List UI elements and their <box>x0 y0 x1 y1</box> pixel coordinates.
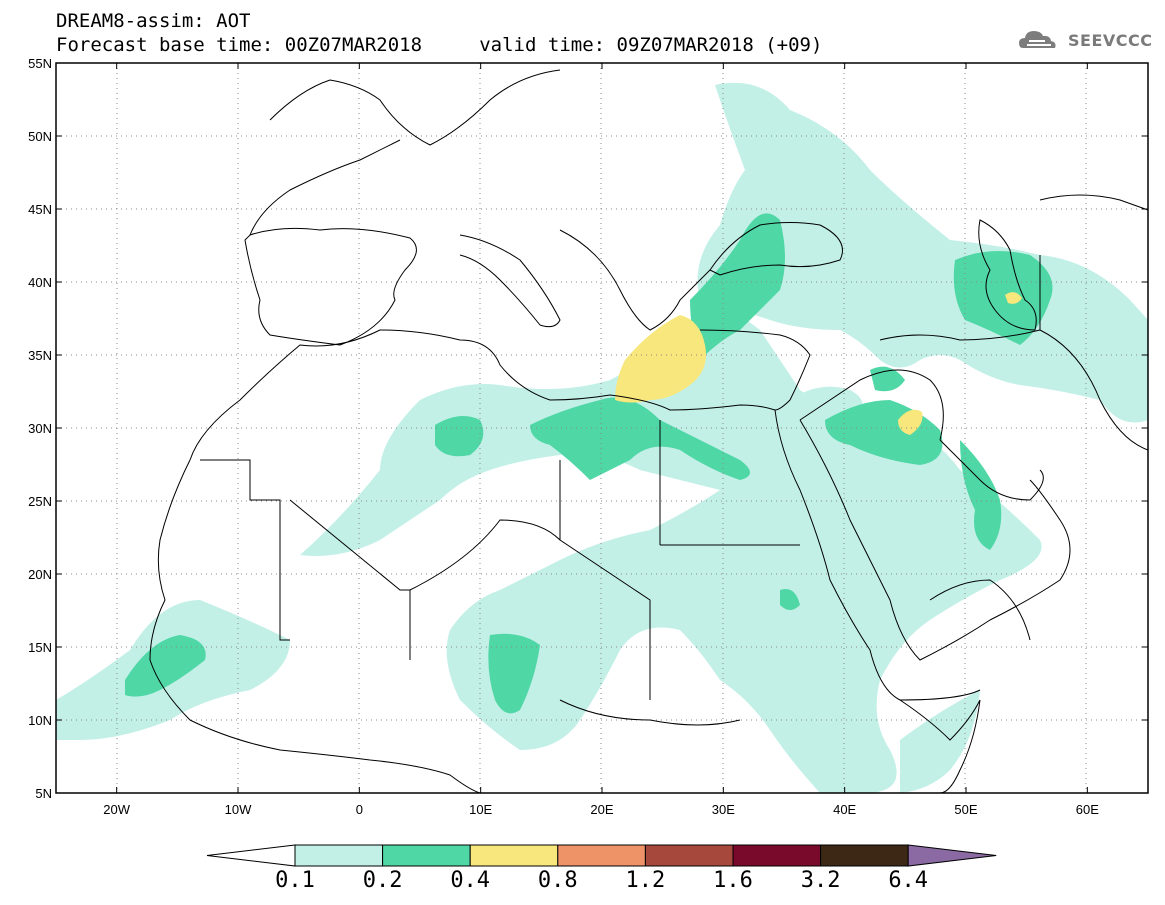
colorbar-level-label: 0.1 <box>275 868 315 893</box>
colorbar-swatch <box>557 844 646 867</box>
colorbar-swatch <box>469 844 559 867</box>
lon-label: 20E <box>590 802 613 817</box>
lat-label: 30N <box>28 421 52 436</box>
aot-level-0.2 <box>125 213 1053 714</box>
chart-title: DREAM8-assim: AOT <box>56 10 251 32</box>
aot-shading <box>56 63 1148 793</box>
lon-label: 10W <box>225 802 252 817</box>
aot-level-0.4 <box>615 292 1022 435</box>
lon-ticks: 20W 10W 0 10E 20E 30E 40E 50E 60E <box>103 63 1099 817</box>
colorbar-high-arrow <box>907 844 997 867</box>
forecast-times: Forecast base time: 00Z07MAR2018 valid t… <box>56 34 823 56</box>
colorbar <box>206 844 997 867</box>
logo-text: SEEVCCC <box>1068 31 1153 50</box>
colorbar-low-arrow <box>206 844 296 867</box>
colorbar-level-label: 0.4 <box>450 868 491 893</box>
lat-ticks: 55N 50N 45N 40N 35N 30N 25N 20N 15N 10N 5N <box>28 56 1148 801</box>
lat-label: 10N <box>28 713 52 728</box>
colorbar-level-label: 1.6 <box>713 868 753 893</box>
colorbar-level-label: 6.4 <box>888 868 929 893</box>
lat-label: 20N <box>28 567 52 582</box>
lat-label: 35N <box>28 348 52 363</box>
lon-label: 30E <box>712 802 735 817</box>
lon-label: 10E <box>469 802 492 817</box>
cloud-icon <box>1019 31 1056 48</box>
colorbar-swatch <box>820 844 909 867</box>
colorbar-level-label: 3.2 <box>800 868 841 893</box>
lat-label: 50N <box>28 129 52 144</box>
colorbar-swatch <box>732 844 822 867</box>
graticule <box>56 63 1148 793</box>
colorbar-swatch <box>644 844 734 867</box>
coastlines <box>149 69 1148 793</box>
lon-label: 50E <box>954 802 977 817</box>
lat-label: 5N <box>35 786 52 801</box>
colorbar-swatch <box>382 844 471 867</box>
lon-label: 0 <box>356 802 363 817</box>
lat-label: 45N <box>28 202 52 217</box>
lat-label: 55N <box>28 56 52 71</box>
lat-label: 25N <box>28 494 52 509</box>
colorbar-level-label: 0.8 <box>537 868 578 893</box>
lon-label: 40E <box>833 802 856 817</box>
colorbar-swatch <box>294 844 384 867</box>
colorbar-level-label: 1.2 <box>625 868 666 893</box>
lon-label: 60E <box>1076 802 1099 817</box>
lat-label: 40N <box>28 275 52 290</box>
lon-label: 20W <box>103 802 130 817</box>
lat-label: 15N <box>28 640 52 655</box>
colorbar-level-label: 0.2 <box>362 868 403 893</box>
